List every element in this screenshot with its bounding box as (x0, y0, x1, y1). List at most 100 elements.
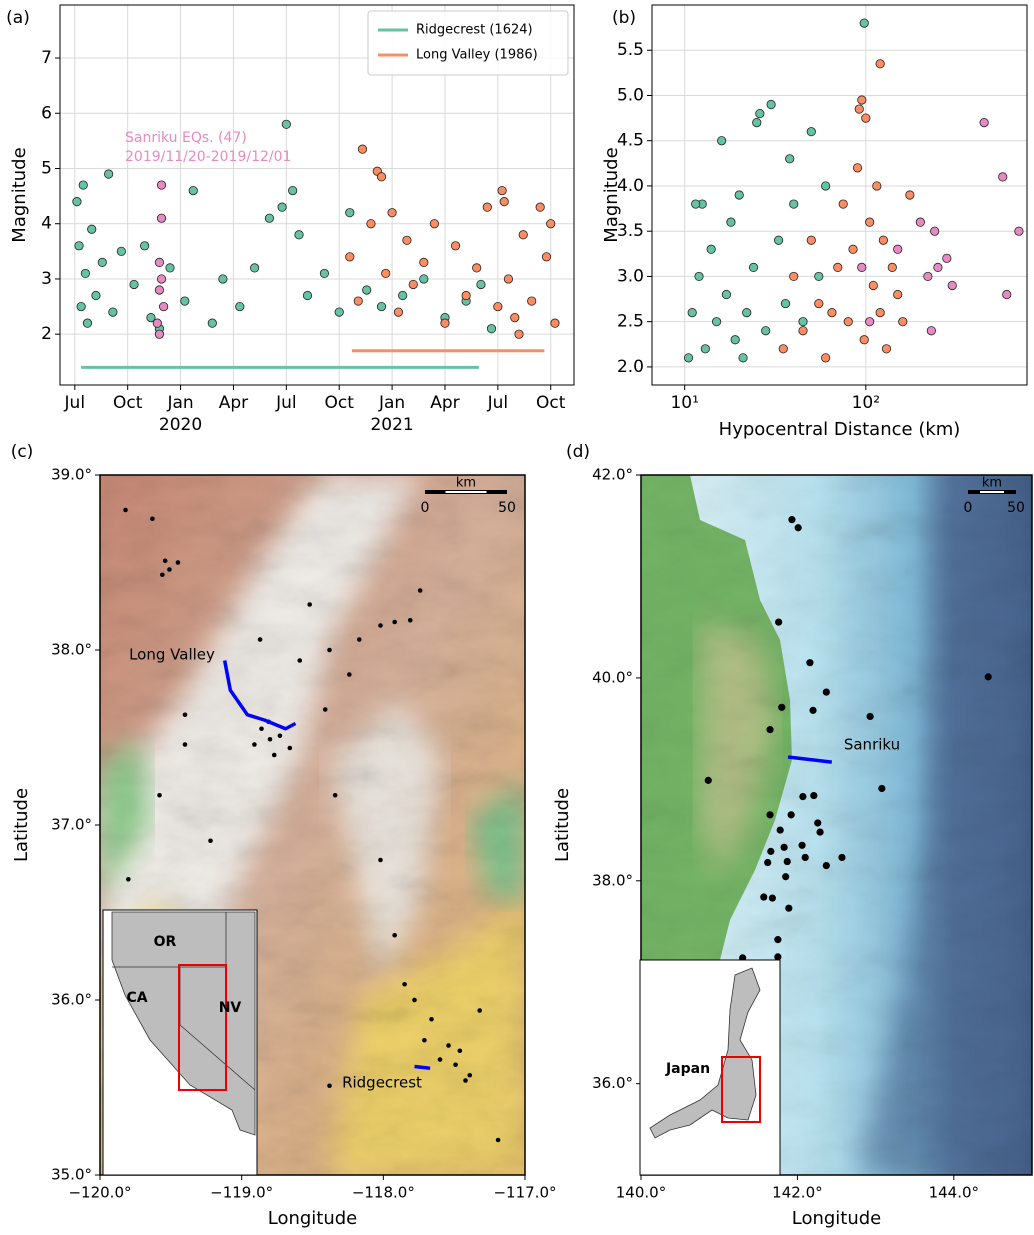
y-tick-label: 39.0° (51, 466, 92, 484)
point (821, 353, 831, 363)
point (814, 271, 824, 282)
point (875, 59, 885, 69)
inset-label: CA (126, 990, 147, 1006)
earthquake (453, 1062, 458, 1068)
x-tick-label: Jul (487, 393, 509, 413)
earthquake (776, 826, 784, 834)
earthquake (801, 853, 809, 862)
point (218, 274, 228, 284)
x-tick-label: Jan (378, 393, 405, 413)
point (843, 317, 853, 327)
point (979, 118, 989, 128)
panel: Sanriku km 0 50 36.0° 38.0° 40.0° 42.0° 140.0° 14… (552, 442, 1033, 1229)
earthquake (287, 745, 293, 751)
point (726, 217, 736, 227)
point (486, 324, 497, 334)
data-layer (72, 119, 560, 369)
x-tick-label: Oct (325, 393, 355, 413)
point (734, 190, 744, 200)
earthquake (787, 811, 795, 819)
legend-label: Long Valley (1986) (416, 48, 538, 63)
x-tick-label: Oct (536, 393, 566, 413)
point (852, 163, 863, 173)
point (376, 301, 387, 312)
y-tick-label: 36.0° (592, 1074, 633, 1092)
point (376, 172, 387, 182)
point (541, 252, 552, 262)
point (905, 190, 915, 200)
data-layer (683, 18, 1024, 363)
x-axis-label: Longitude (268, 1208, 358, 1229)
point (154, 257, 165, 267)
earthquake (785, 904, 793, 912)
earthquake (810, 791, 818, 800)
earthquake (798, 841, 806, 849)
earthquake (160, 572, 165, 578)
point (947, 280, 957, 291)
point (510, 313, 520, 323)
x-tick-label: Jan (166, 393, 193, 413)
point (334, 307, 344, 317)
x-tick-label: −118.0° (352, 1184, 415, 1202)
point (387, 208, 397, 218)
y-tick-label: 3 (41, 269, 52, 289)
point (691, 199, 701, 209)
point (294, 230, 304, 240)
y-tick-label: 35.0° (51, 1166, 92, 1184)
point (140, 241, 150, 251)
earthquake (162, 558, 168, 564)
point (362, 285, 372, 295)
point (250, 263, 260, 273)
earthquake (806, 659, 814, 667)
panel-label: (d) (566, 442, 590, 462)
point (419, 257, 429, 267)
x-year-label: 2021 (370, 415, 413, 435)
earthquake (495, 1137, 501, 1143)
x-tick-label: −120.0° (68, 1184, 131, 1202)
rupture-trace (414, 1064, 431, 1070)
point (165, 263, 175, 273)
point (408, 279, 418, 290)
point (207, 318, 217, 328)
point (345, 252, 355, 262)
earthquake (767, 847, 775, 855)
point (887, 262, 897, 272)
earthquake (126, 876, 131, 882)
y-tick-label: 40.0° (592, 668, 633, 686)
x-tick-label: 142.0° (772, 1184, 822, 1202)
earthquake (208, 838, 213, 844)
earthquake (814, 819, 822, 827)
earthquake (412, 997, 417, 1003)
earthquake (182, 742, 188, 747)
scale-label: 50 (498, 500, 516, 516)
y-tick-label: 6 (41, 103, 52, 123)
point (277, 202, 287, 212)
marks: 2 3 4 5 6 7 Jul Oct Jan Apr Jul Oct Jan Apr Jul Oct 2020… (6, 4, 1033, 1229)
point (942, 253, 952, 263)
point (345, 208, 355, 218)
point (774, 235, 784, 245)
earthquake (267, 736, 273, 742)
scale-bar-segment (980, 491, 1004, 493)
point (789, 271, 799, 282)
earthquake (157, 792, 162, 798)
point (785, 154, 795, 164)
point (235, 301, 245, 312)
place-label: Ridgecrest (342, 1074, 422, 1092)
point (861, 113, 871, 123)
x-year-label: 2020 (159, 415, 202, 435)
point (998, 172, 1008, 182)
earthquake (422, 1037, 427, 1043)
panel-label: (b) (612, 8, 636, 28)
y-tick-label: 5.5 (617, 40, 644, 60)
point (357, 144, 368, 154)
point (82, 318, 93, 328)
earthquake (760, 893, 768, 901)
point (923, 271, 933, 282)
earthquake (392, 932, 397, 938)
point (738, 353, 748, 363)
earthquake (307, 602, 312, 607)
earthquake (467, 1072, 473, 1078)
panel: 2.0 2.5 3.0 3.5 4.0 4.5 5.0 5.5 10¹ 10² Hypocentra… (601, 4, 1028, 440)
